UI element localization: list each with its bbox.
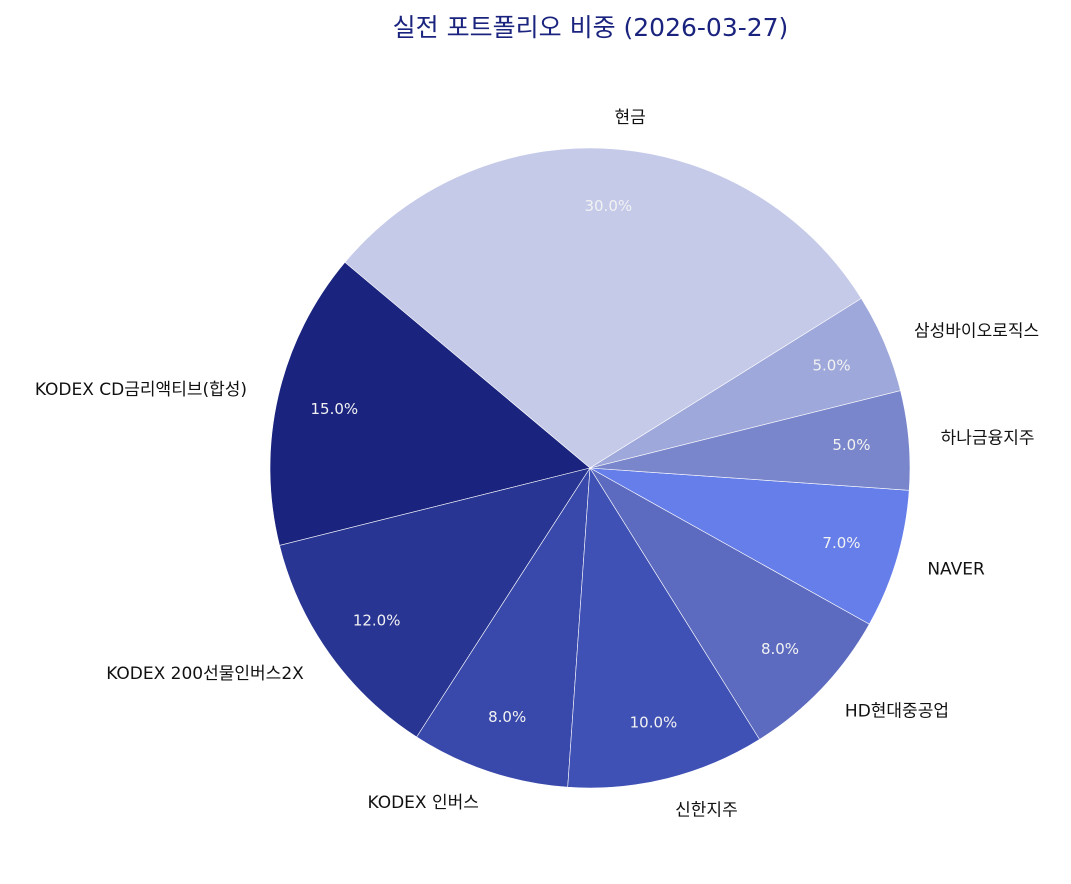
pie-slice xyxy=(567,467,760,789)
pie-slice xyxy=(416,467,591,788)
pie-slice xyxy=(589,298,901,469)
slice-category-label: KODEX CD금리액티브(합성) xyxy=(35,380,247,400)
slice-percent-label: 12.0% xyxy=(353,612,401,630)
pie-slice xyxy=(344,147,862,469)
slice-percent-label: 7.0% xyxy=(822,534,860,552)
slice-category-label: KODEX 인버스 xyxy=(367,793,478,813)
slice-percent-label: 10.0% xyxy=(630,714,678,732)
pie-slice xyxy=(269,261,591,546)
slice-category-label: HD현대중공업 xyxy=(845,702,949,722)
pie-slice xyxy=(589,467,910,625)
slice-percent-label: 15.0% xyxy=(310,400,358,418)
slice-percent-label: 8.0% xyxy=(488,708,526,726)
pie-slice xyxy=(279,467,591,738)
slice-category-label: NAVER xyxy=(927,560,985,580)
slice-category-label: 하나금융지주 xyxy=(941,428,1035,448)
slice-category-label: 삼성바이오로직스 xyxy=(914,321,1039,341)
chart-title: 실전 포트폴리오 비중 (2026-03-27) xyxy=(392,13,789,42)
slice-percent-label: 5.0% xyxy=(812,356,850,374)
slice-percent-label: 5.0% xyxy=(832,436,870,454)
slice-category-label: 현금 xyxy=(615,108,646,128)
pie-slice xyxy=(589,467,870,740)
slice-percent-label: 30.0% xyxy=(584,197,632,215)
slice-category-label: 신한지주 xyxy=(675,801,738,821)
slice-percent-label: 8.0% xyxy=(761,640,799,658)
slice-category-label: KODEX 200선물인버스2X xyxy=(106,664,304,684)
